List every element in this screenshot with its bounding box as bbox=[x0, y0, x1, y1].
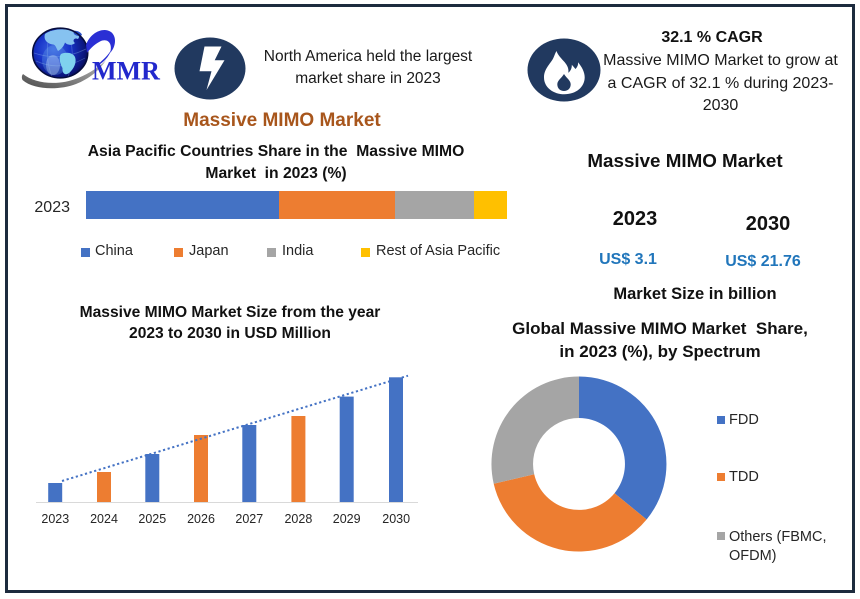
svg-text:2024: 2024 bbox=[90, 512, 118, 526]
svg-text:2026: 2026 bbox=[187, 512, 215, 526]
svg-text:2025: 2025 bbox=[138, 512, 166, 526]
svg-text:2027: 2027 bbox=[235, 512, 263, 526]
svg-text:2023: 2023 bbox=[41, 512, 69, 526]
svg-text:2030: 2030 bbox=[382, 512, 410, 526]
svg-text:2028: 2028 bbox=[284, 512, 312, 526]
svg-text:MMR: MMR bbox=[92, 57, 160, 86]
svg-text:2029: 2029 bbox=[333, 512, 361, 526]
